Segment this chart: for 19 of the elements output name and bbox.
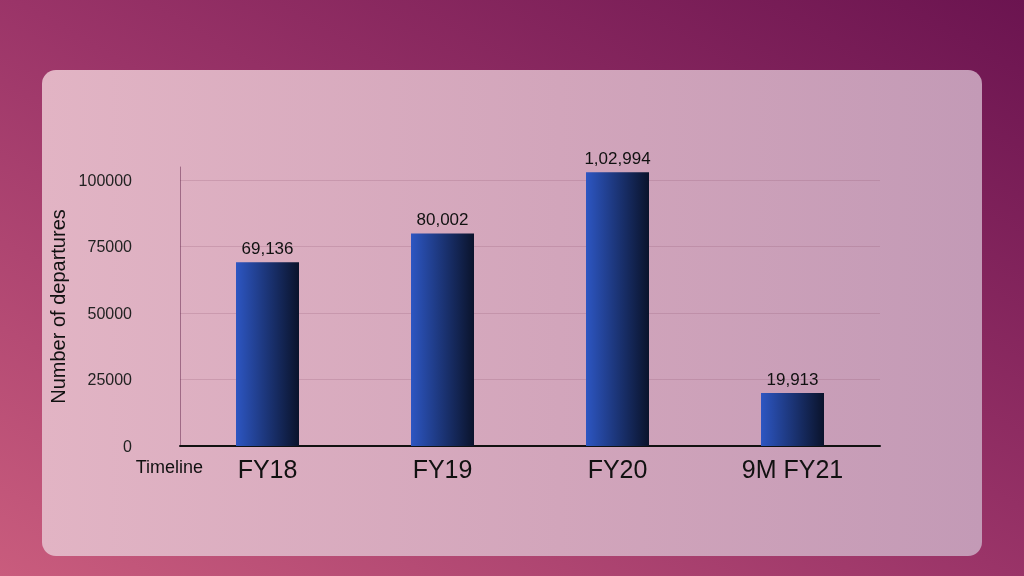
y-tick-label: 100000 — [78, 171, 133, 189]
x-tick-label: FY19 — [412, 454, 473, 483]
data-label: 19,913 — [766, 370, 819, 390]
bar — [586, 172, 649, 446]
y-axis-title: Number of departures — [46, 209, 69, 404]
data-label: 69,136 — [241, 239, 294, 259]
x-tick-label: 9M FY21 — [741, 454, 844, 483]
bar — [411, 233, 474, 446]
y-tick-label: 50000 — [87, 304, 133, 322]
data-label: 1,02,994 — [584, 149, 651, 169]
y-tick-label: 0 — [123, 437, 133, 455]
x-tick-label: FY18 — [237, 454, 298, 483]
bar — [761, 393, 824, 446]
y-tick-label: 75000 — [87, 238, 133, 256]
x-tick-label: FY20 — [587, 454, 648, 483]
bar — [236, 262, 299, 446]
x-axis-title: Timeline — [135, 457, 204, 477]
y-tick-label: 25000 — [87, 371, 133, 389]
data-label: 80,002 — [416, 210, 469, 230]
